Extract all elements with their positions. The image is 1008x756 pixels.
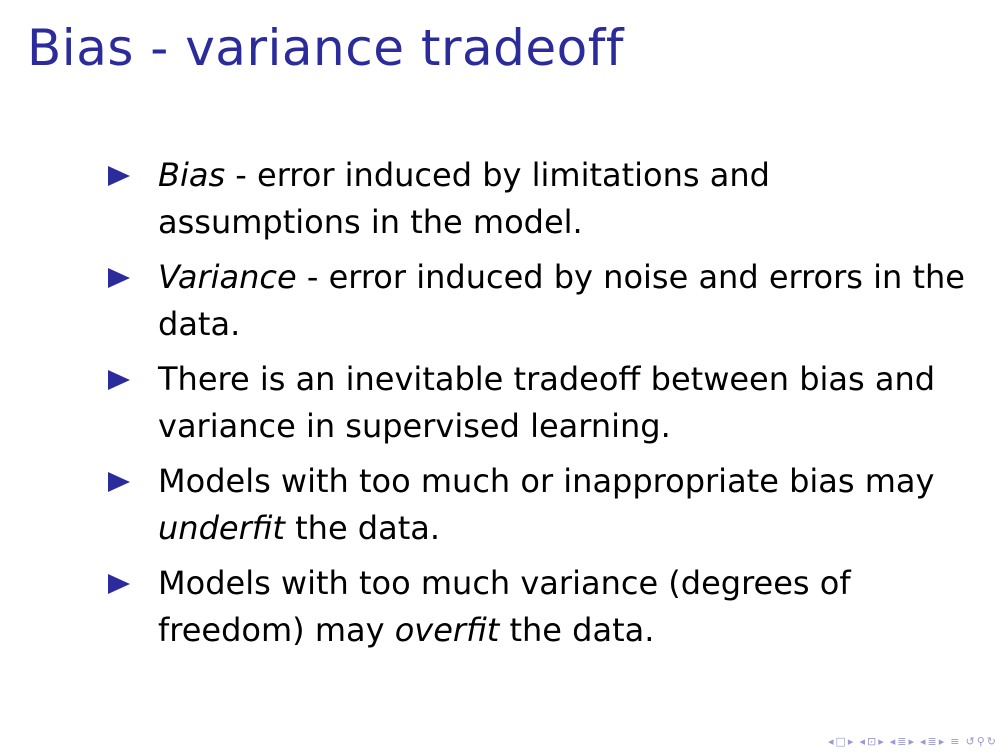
prev-subsection-icon[interactable]: ◂ <box>859 735 865 748</box>
triangle-bullet-icon <box>108 166 130 186</box>
section-icon[interactable]: ≣ <box>897 735 907 748</box>
nav-group: ◂ ≣ ▸ <box>920 735 944 748</box>
nav-group: ≡ <box>950 735 959 748</box>
triangle-bullet-icon <box>108 370 130 390</box>
bullet-item: Models with too much or inappropriate bi… <box>108 458 968 552</box>
bullet-item: There is an inevitable tradeoff between … <box>108 356 968 450</box>
next-subsection-icon[interactable]: ▸ <box>878 735 884 748</box>
next-section-icon[interactable]: ▸ <box>908 735 914 748</box>
bullet-text: Models with too much or inappropriate bi… <box>158 462 935 500</box>
emphasized-text: Bias <box>158 156 226 194</box>
prev-frame-icon[interactable]: ◂ <box>827 735 834 748</box>
emphasized-text: Variance <box>158 258 297 296</box>
nav-group: ◂ ⊡ ▸ <box>859 735 883 748</box>
nav-group: ↺ ⚲ ↻ <box>966 735 997 748</box>
slide-title: Bias - variance tradeoff <box>27 19 624 77</box>
bullet-item: Variance - error induced by noise and er… <box>108 254 968 348</box>
emphasized-text: underfit <box>158 509 285 547</box>
bullet-item: Bias - error induced by limitations and … <box>108 152 968 246</box>
bullet-text: - error induced by limitations and assum… <box>158 156 770 241</box>
emphasized-text: overfit <box>394 611 500 649</box>
undo-icon[interactable]: ↺ <box>965 735 975 748</box>
triangle-bullet-icon <box>108 472 130 492</box>
bullet-item: Models with too much variance (degrees o… <box>108 560 968 654</box>
bullet-text: the data. <box>499 611 655 649</box>
bullet-list: Bias - error induced by limitations and … <box>108 152 968 662</box>
bullet-text: - error induced by noise and errors in t… <box>158 258 965 343</box>
triangle-bullet-icon <box>108 268 130 288</box>
bullet-text: There is an inevitable tradeoff between … <box>158 360 936 445</box>
prev-slide-icon[interactable]: ◂ <box>920 735 926 748</box>
redo-icon[interactable]: ↻ <box>986 735 996 748</box>
subsection-icon[interactable]: ⊡ <box>866 735 877 748</box>
next-slide-icon[interactable]: ▸ <box>938 735 945 748</box>
triangle-bullet-icon <box>108 574 130 594</box>
beamer-navigation-bar: ◂ □ ▸ ◂ ⊡ ▸ ◂ ≣ ▸ ◂ ≣ ▸ ≡ ↺ ⚲ ↻ <box>828 735 996 748</box>
bullet-text: the data. <box>284 509 441 547</box>
prev-section-icon[interactable]: ◂ <box>889 735 896 748</box>
bullet-text: Models with too much variance (degrees o… <box>158 564 851 649</box>
nav-group: ◂ ≣ ▸ <box>890 735 914 748</box>
document-icon[interactable]: ≣ <box>927 735 937 748</box>
appendix-icon[interactable]: ≡ <box>950 735 960 748</box>
frame-icon[interactable]: □ <box>835 735 846 748</box>
search-icon[interactable]: ⚲ <box>976 735 985 748</box>
nav-group: ◂ □ ▸ <box>828 735 853 748</box>
next-frame-icon[interactable]: ▸ <box>847 735 854 748</box>
